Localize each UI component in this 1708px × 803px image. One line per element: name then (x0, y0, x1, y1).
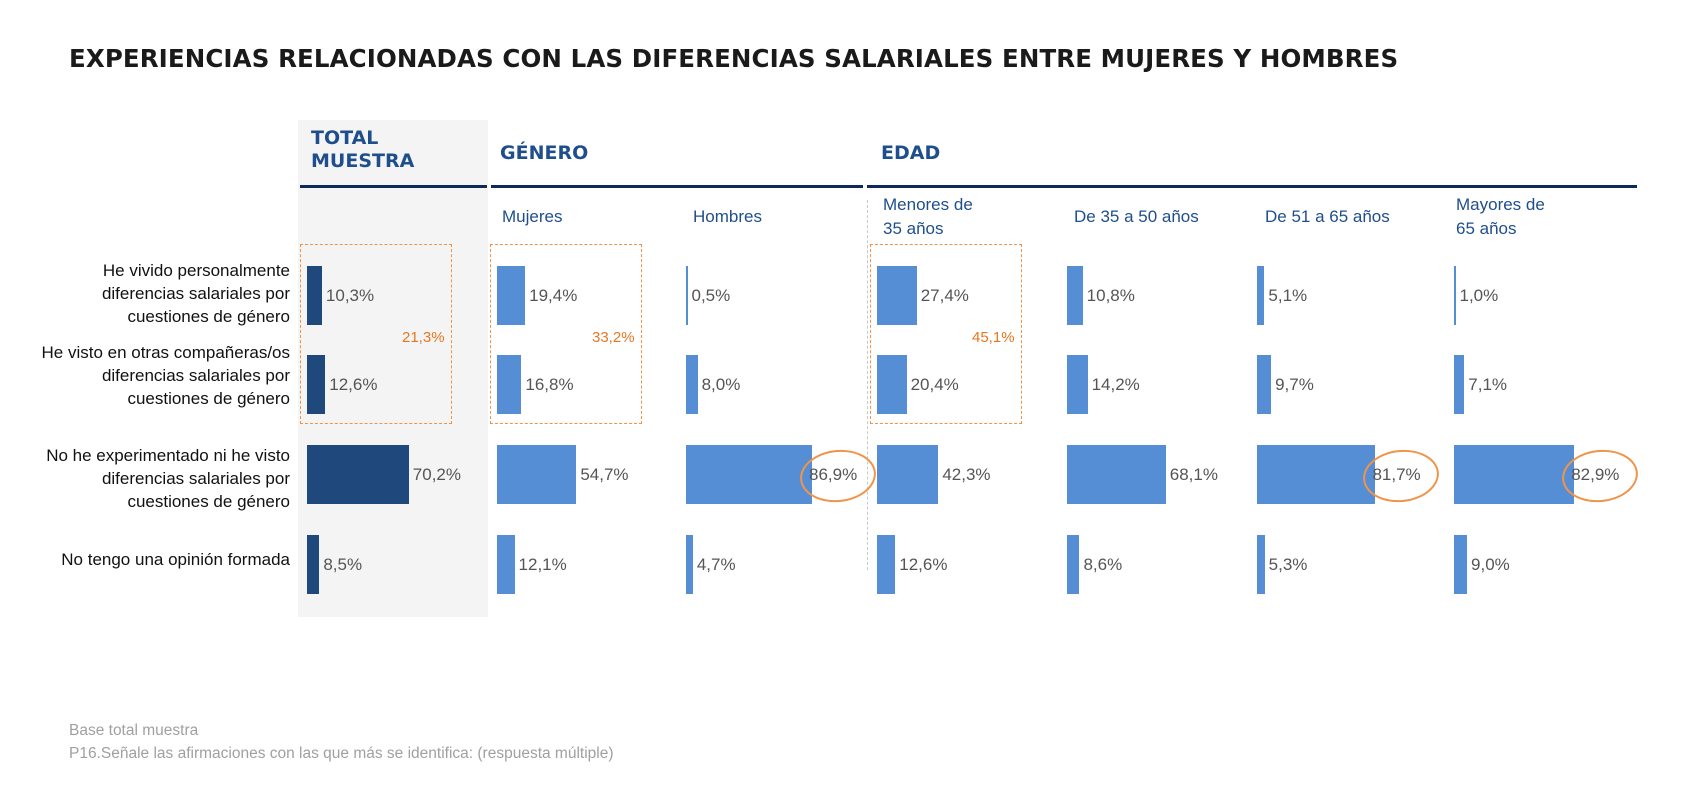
value-label-mujeres-0: 19,4% (529, 285, 578, 305)
summary-box-menores-de-35-anos (870, 244, 1022, 424)
row-label-vivido: He vivido personalmente diferencias sala… (101, 261, 290, 326)
chart-title: EXPERIENCIAS RELACIONADAS CON LAS DIFERE… (69, 44, 1399, 73)
value-label-mayores-de-65-anos-3: 9,0% (1471, 554, 1510, 574)
bar-de-35-a-50-anos-0 (1067, 266, 1083, 325)
value-label-de-35-a-50-anos-2: 68,1% (1169, 464, 1218, 484)
row-label-sin-opinion: No tengo una opinión formada (61, 550, 290, 569)
column-header-35-50: De 35 a 50 años (1074, 207, 1199, 226)
bar-mayores-de-65-anos-3 (1454, 535, 1468, 594)
value-label-menores-de-35-anos-2: 42,3% (942, 464, 991, 484)
bar-hombres-2 (686, 445, 812, 504)
value-label-de-51-a-65-anos-3: 5,3% (1268, 554, 1308, 574)
bar-de-35-a-50-anos-3 (1067, 535, 1080, 594)
summary-value-mujeres: 33,2% (592, 329, 635, 346)
footnote-base: Base total muestra (69, 722, 199, 739)
bar-menores-de-35-anos-1 (877, 355, 907, 414)
bar-de-51-a-65-anos-3 (1257, 535, 1265, 594)
bar-hombres-0 (686, 266, 688, 325)
bar-menores-de-35-anos-2 (877, 445, 939, 504)
summary-value-menores-de-35-anos: 45,1% (972, 329, 1015, 346)
value-label-de-35-a-50-anos-0: 10,8% (1086, 285, 1135, 305)
header-rule-edad (867, 185, 1637, 188)
bar-de-35-a-50-anos-1 (1067, 355, 1088, 414)
header-rule-genero (491, 185, 863, 188)
value-label-menores-de-35-anos-3: 12,6% (899, 554, 948, 574)
group-header-total: TOTAL MUESTRA (311, 127, 415, 172)
bar-de-51-a-65-anos-1 (1257, 355, 1272, 414)
column-header-hombres: Hombres (693, 207, 762, 226)
bar-total-muestra-2 (307, 445, 409, 504)
value-label-de-51-a-65-anos-1: 9,7% (1275, 374, 1314, 394)
bar-total-muestra-3 (307, 535, 320, 594)
bar-menores-de-35-anos-0 (877, 266, 917, 325)
bar-mayores-de-65-anos-1 (1454, 355, 1465, 414)
column-header-mujeres: Mujeres (502, 207, 563, 226)
bar-menores-de-35-anos-3 (877, 535, 896, 594)
bar-de-51-a-65-anos-2 (1257, 445, 1376, 504)
summary-box-mujeres (490, 244, 642, 424)
value-label-hombres-2: 86,9% (809, 464, 858, 484)
bar-de-35-a-50-anos-2 (1067, 445, 1166, 504)
value-label-total-muestra-3: 8,5% (323, 554, 363, 574)
bar-hombres-1 (686, 355, 698, 414)
value-label-hombres-3: 4,7% (696, 554, 736, 574)
row-label-visto: He visto en otras compañeras/os diferenc… (41, 343, 290, 408)
value-label-total-muestra-0: 10,3% (325, 285, 375, 305)
bar-total-muestra-1 (307, 355, 326, 414)
value-label-menores-de-35-anos-0: 27,4% (920, 285, 969, 305)
value-label-mayores-de-65-anos-1: 7,1% (1468, 374, 1508, 394)
bar-mujeres-2 (497, 445, 577, 504)
bar-mayores-de-65-anos-2 (1454, 445, 1575, 504)
bar-total-muestra-0 (307, 266, 322, 325)
footnote-question: P16.Señale las afirmaciones con las que … (69, 745, 614, 762)
bar-mujeres-1 (497, 355, 522, 414)
group-header-edad: EDAD (881, 142, 941, 164)
column-header-51-65: De 51 a 65 años (1265, 207, 1390, 226)
column-header-menores-35: Menores de 35 años (883, 195, 973, 238)
summary-value-total-muestra: 21,3% (402, 329, 445, 346)
value-label-mayores-de-65-anos-0: 1,0% (1459, 285, 1499, 305)
bar-mujeres-0 (497, 266, 526, 325)
value-label-menores-de-35-anos-1: 20,4% (910, 374, 959, 394)
value-label-mujeres-2: 54,7% (580, 464, 629, 484)
row-label-no-experimentado: No he experimentado ni he visto diferenc… (46, 446, 290, 511)
value-label-hombres-0: 0,5% (691, 285, 731, 305)
value-label-total-muestra-1: 12,6% (329, 374, 378, 394)
column-header-mayores-65: Mayores de 65 años (1456, 195, 1545, 238)
value-label-de-51-a-65-anos-2: 81,7% (1372, 464, 1421, 484)
value-label-mujeres-1: 16,8% (525, 374, 574, 394)
bar-hombres-3 (686, 535, 693, 594)
bar-de-51-a-65-anos-0 (1257, 266, 1265, 325)
genero-edad-divider (867, 200, 868, 570)
value-label-hombres-1: 8,0% (701, 374, 741, 394)
value-label-mujeres-3: 12,1% (518, 554, 567, 574)
bar-mujeres-3 (497, 535, 515, 594)
value-label-mayores-de-65-anos-2: 82,9% (1571, 464, 1620, 484)
value-label-de-51-a-65-anos-0: 5,1% (1268, 285, 1308, 305)
group-header-genero: GÉNERO (500, 142, 589, 164)
value-label-de-35-a-50-anos-3: 8,6% (1083, 554, 1123, 574)
bar-mayores-de-65-anos-0 (1454, 266, 1456, 325)
value-label-de-35-a-50-anos-1: 14,2% (1091, 374, 1140, 394)
header-rule-total (300, 185, 487, 188)
value-label-total-muestra-2: 70,2% (412, 464, 461, 484)
total-column-background (298, 120, 488, 617)
summary-box-total-muestra (300, 244, 452, 424)
